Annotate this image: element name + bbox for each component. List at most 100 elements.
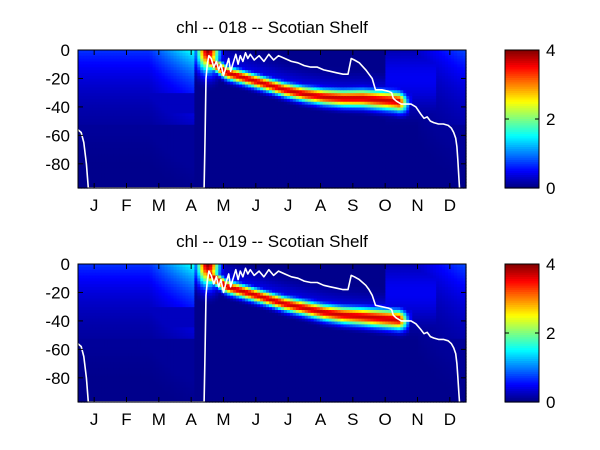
heatmap-cell xyxy=(143,116,148,120)
heatmap-cell xyxy=(283,110,288,114)
heatmap-cell xyxy=(179,153,184,157)
heatmap-cell xyxy=(146,96,151,100)
heatmap-cell xyxy=(143,139,148,143)
heatmap-cell xyxy=(355,159,360,163)
heatmap-cell xyxy=(239,139,243,143)
heatmap-cell xyxy=(331,119,336,123)
heatmap-cell xyxy=(230,90,234,94)
heatmap-cell xyxy=(257,136,261,140)
heatmap-cell xyxy=(301,96,306,100)
heatmap-cell xyxy=(143,130,148,134)
heatmap-cell xyxy=(319,61,324,65)
heatmap-cell xyxy=(242,52,246,57)
heatmap-cell xyxy=(334,167,339,172)
heatmap-cell xyxy=(143,176,148,180)
heatmap-cell xyxy=(173,70,178,74)
heatmap-cell xyxy=(364,75,369,80)
heatmap-cell xyxy=(349,93,354,97)
heatmap-cell xyxy=(373,182,378,186)
heatmap-cell xyxy=(107,73,112,77)
heatmap-cell xyxy=(385,61,389,65)
heatmap-cell xyxy=(215,176,219,180)
heatmap-cell xyxy=(164,159,169,163)
heatmap-cell xyxy=(274,61,279,65)
heatmap-cell xyxy=(197,98,201,103)
heatmap-cell xyxy=(283,150,288,155)
heatmap-cell xyxy=(98,156,103,160)
heatmap-cell xyxy=(128,124,133,129)
heatmap-cell xyxy=(86,130,91,134)
heatmap-cell xyxy=(248,113,252,117)
heatmap-cell xyxy=(269,142,273,146)
heatmap-cell xyxy=(325,127,330,132)
heatmap-cell xyxy=(370,87,375,91)
heatmap-cell xyxy=(254,176,258,180)
heatmap-cell xyxy=(218,87,222,91)
heatmap-cell xyxy=(260,179,264,183)
heatmap-cell xyxy=(263,87,267,91)
heatmap-cell xyxy=(286,70,291,74)
heatmap-cell xyxy=(119,104,124,109)
heatmap-cell xyxy=(292,87,297,91)
heatmap-cell xyxy=(251,58,255,63)
heatmap-cell xyxy=(197,162,201,166)
heatmap-cell xyxy=(254,98,258,103)
heatmap-cell xyxy=(140,153,145,157)
heatmap-cell xyxy=(218,150,222,155)
heatmap-cell xyxy=(164,101,169,106)
heatmap-cell xyxy=(182,119,187,123)
heatmap-cell xyxy=(349,119,354,123)
heatmap-cell xyxy=(224,170,228,175)
heatmap-cell xyxy=(251,93,255,97)
heatmap-cell xyxy=(334,185,339,189)
heatmap-cell xyxy=(367,182,372,186)
heatmap-cell xyxy=(143,107,148,111)
heatmap-cell xyxy=(110,179,115,183)
heatmap-cell xyxy=(227,136,231,140)
heatmap-cell xyxy=(304,124,309,129)
heatmap-cell xyxy=(373,73,378,77)
heatmap-cell xyxy=(239,104,243,109)
heatmap-cell xyxy=(298,153,303,157)
heatmap-cell xyxy=(239,52,243,57)
heatmap-cell xyxy=(209,147,213,152)
heatmap-cell xyxy=(263,136,267,140)
heatmap-cell xyxy=(245,167,249,172)
heatmap-cell xyxy=(170,130,175,134)
heatmap-cell xyxy=(161,182,166,186)
heatmap-cell xyxy=(242,116,246,120)
heatmap-cell xyxy=(304,147,309,152)
heatmap-cell xyxy=(146,159,151,163)
heatmap-cell xyxy=(337,121,342,126)
heatmap-cell xyxy=(277,167,282,172)
heatmap-cell xyxy=(173,119,178,123)
heatmap-cell xyxy=(149,73,154,77)
heatmap-cell xyxy=(107,182,112,186)
heatmap-cell xyxy=(352,173,357,178)
heatmap-cell xyxy=(116,52,121,57)
heatmap-cell xyxy=(212,185,216,189)
heatmap-cell xyxy=(131,64,136,68)
heatmap-cell xyxy=(215,133,219,137)
heatmap-cell xyxy=(113,156,118,160)
heatmap-cell xyxy=(346,90,351,94)
heatmap-cell xyxy=(379,127,384,132)
heatmap-cell xyxy=(230,185,234,189)
heatmap-cell xyxy=(352,139,357,143)
heatmap-cell xyxy=(274,165,279,169)
heatmap-cell xyxy=(95,167,100,172)
heatmap-cell xyxy=(364,104,369,109)
heatmap-cell xyxy=(277,116,282,120)
heatmap-cell xyxy=(218,75,222,80)
heatmap-cell xyxy=(331,67,336,71)
heatmap-cell xyxy=(110,139,115,143)
heatmap-cell xyxy=(224,119,228,123)
heatmap-cell xyxy=(337,58,342,63)
heatmap-cell xyxy=(119,116,124,120)
heatmap-cell xyxy=(215,110,219,114)
heatmap-cell xyxy=(358,113,363,117)
heatmap-cell xyxy=(191,64,195,68)
heatmap-cell xyxy=(334,162,339,166)
heatmap-cell xyxy=(248,144,252,149)
heatmap-cell xyxy=(328,156,333,160)
